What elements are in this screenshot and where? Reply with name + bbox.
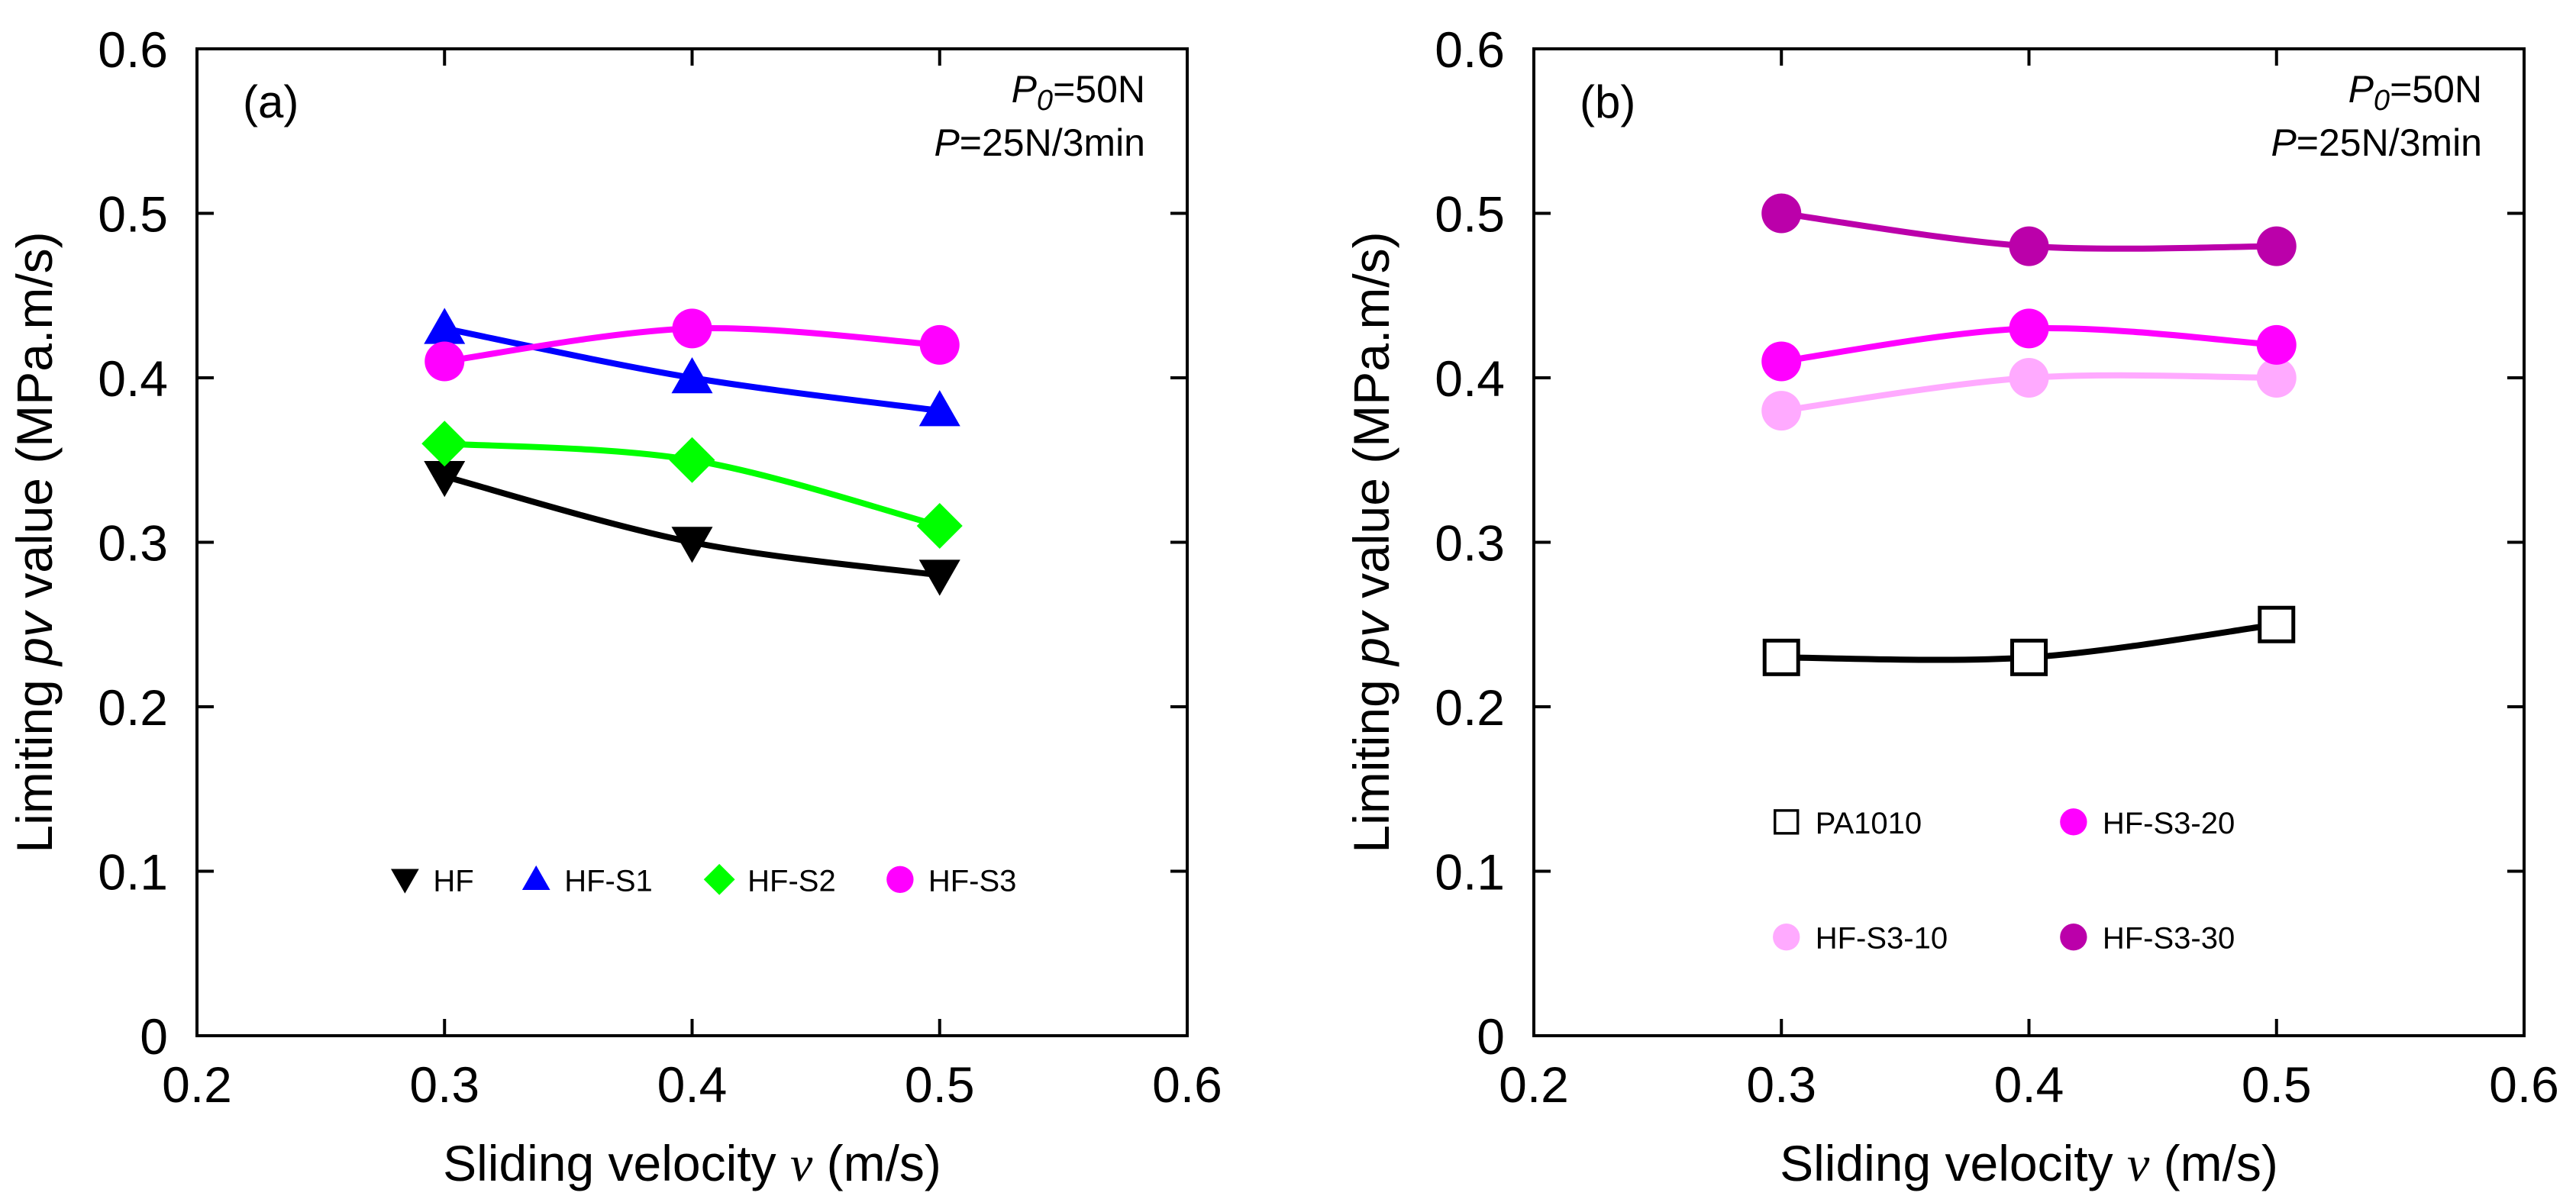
panel-a: 0 0.1 0.2 0.3 0.4 0.5 0.6 0.2 0.3 0.4 0.5 0.6 Slidin… (6, 21, 1222, 1192)
load-annotation-initial: P0=50N (2348, 68, 2482, 117)
legend-label-HF-S3-20: HF-S3-20 (2103, 807, 2235, 840)
legend-marker-HF-S3-10 (1773, 924, 1800, 951)
load-annotation-initial: P0=50N (1012, 68, 1145, 117)
data-point-HF-S3-20 (2256, 324, 2297, 365)
panel-label: (b) (1580, 76, 1635, 127)
legend-marker-group (521, 865, 550, 891)
x-tick-label: 0.6 (2489, 1056, 2559, 1113)
y-tick-label: 0.4 (98, 350, 168, 407)
data-point-PA1010 (2010, 638, 2048, 676)
y-tick-label: 0.6 (98, 21, 168, 78)
x-tick-label: 0.2 (1499, 1056, 1569, 1113)
data-point-HF-S3-10 (2256, 358, 2297, 398)
legend-label-HF-S3-10: HF-S3-10 (1816, 922, 1948, 956)
legend-marker-group (1773, 924, 1800, 951)
data-point-HF-S2 (669, 437, 715, 483)
x-axis-title: Sliding velocity v (m/s) (1780, 1135, 2278, 1192)
y-tick-label: 0.3 (98, 515, 168, 572)
legend-marker-HF-S1 (521, 865, 550, 891)
y-tick-label: 0.5 (98, 186, 168, 243)
data-point-HF-S3-20 (1761, 341, 1802, 382)
data-point-HF-S1 (918, 390, 960, 427)
data-point-HF-S2 (421, 421, 468, 467)
y-axis-title: Limiting pv value (MPa.m/s) (1343, 231, 1399, 853)
legend-marker-group (2060, 924, 2087, 951)
x-tick-label: 0.3 (1746, 1056, 1816, 1113)
legend-marker-group (886, 866, 914, 893)
data-point-HF-S1 (671, 357, 713, 394)
x-tick-label: 0.2 (162, 1056, 232, 1113)
legend-marker-PA1010 (1774, 809, 1800, 835)
data-point-PA1010 (1762, 638, 1800, 676)
y-tick-label: 0 (1477, 1008, 1505, 1065)
data-point-HF (671, 527, 713, 563)
x-tick-label: 0.6 (1152, 1056, 1222, 1113)
x-axis-title: Sliding velocity v (m/s) (443, 1135, 941, 1192)
legend-label-HF-S2: HF-S2 (747, 864, 836, 898)
data-point-HF-S3-30 (2256, 226, 2297, 266)
legend-marker-group (1774, 809, 1800, 835)
legend-label-HF-S3-30: HF-S3-30 (2103, 922, 2235, 956)
legend-label-PA1010: PA1010 (1816, 807, 1922, 840)
legend-label-HF: HF (433, 864, 473, 898)
data-point-HF-S3 (672, 308, 712, 349)
legend-marker-HF-S2 (703, 863, 735, 895)
data-point-HF-S2 (916, 502, 963, 549)
data-point-HF-S3-10 (1761, 391, 1802, 431)
y-axis-title: Limiting pv value (MPa.m/s) (6, 231, 63, 853)
legend-marker-HF-S3-30 (2060, 924, 2087, 951)
legend-marker-HF (391, 869, 419, 894)
legend-marker-HF-S3 (886, 866, 914, 893)
x-tick-label: 0.4 (1994, 1056, 2064, 1113)
x-tick-label: 0.5 (2242, 1056, 2312, 1113)
y-tick-label: 0.1 (1435, 844, 1505, 901)
x-tick-label: 0.3 (409, 1056, 479, 1113)
load-annotation-increment: P=25N/3min (934, 121, 1145, 164)
data-point-HF-S3-30 (1761, 193, 1802, 234)
y-tick-label: 0.4 (1435, 350, 1505, 407)
data-point-HF-S3-30 (2009, 226, 2049, 266)
panel-b: 0 0.1 0.2 0.3 0.4 0.5 0.6 0.2 0.3 0.4 0.5 0.6 Slidin… (1343, 21, 2559, 1192)
legend-marker-group (703, 863, 735, 895)
y-tick-label: 0.2 (1435, 679, 1505, 736)
legend-marker-group (391, 869, 419, 894)
legend-label-HF-S1: HF-S1 (564, 864, 653, 898)
y-tick-label: 0.3 (1435, 515, 1505, 572)
legend-marker-HF-S3-20 (2060, 808, 2087, 836)
data-point-HF-S3 (919, 324, 960, 365)
data-point-HF-S3-20 (2009, 308, 2049, 349)
data-point-HF-S3-10 (2009, 358, 2049, 398)
y-tick-label: 0.6 (1435, 21, 1505, 78)
y-tick-label: 0.5 (1435, 186, 1505, 243)
legend-label-HF-S3: HF-S3 (928, 864, 1017, 898)
y-tick-label: 0.1 (98, 844, 168, 901)
data-point-HF-S1 (424, 308, 466, 344)
data-point-PA1010 (2258, 605, 2296, 643)
y-tick-label: 0.2 (98, 679, 168, 736)
x-tick-label: 0.4 (657, 1056, 728, 1113)
load-annotation-increment: P=25N/3min (2271, 121, 2482, 164)
panel-label: (a) (243, 76, 299, 127)
x-tick-label: 0.5 (905, 1056, 975, 1113)
data-point-HF-S3 (424, 341, 465, 382)
y-tick-label: 0 (140, 1008, 168, 1065)
plot-frame (1532, 47, 2526, 1037)
legend-marker-group (2060, 808, 2087, 836)
data-point-HF (918, 559, 960, 596)
data-point-HF (424, 461, 466, 498)
